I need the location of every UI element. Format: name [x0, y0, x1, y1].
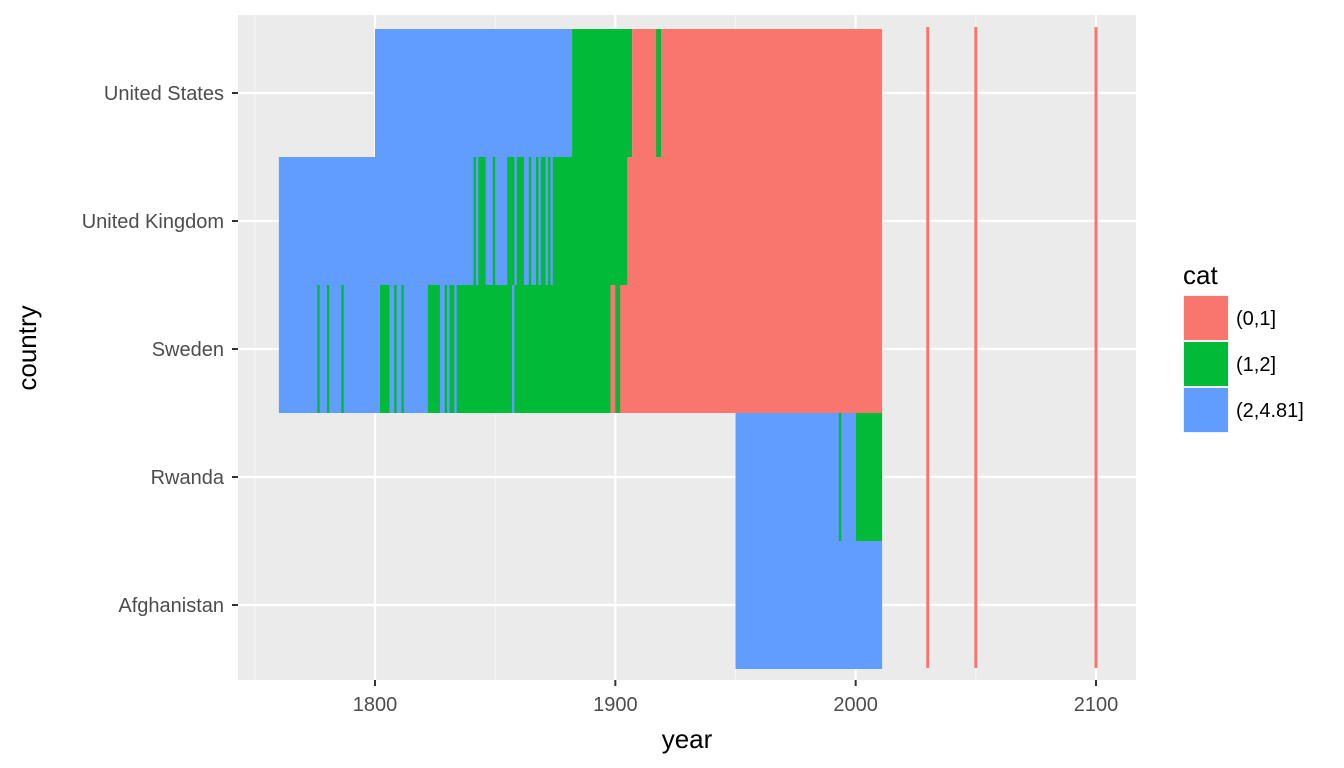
tile	[610, 285, 883, 413]
legend-label: (1,2]	[1236, 354, 1276, 376]
tile	[389, 285, 395, 413]
tile	[658, 29, 661, 157]
tile	[656, 29, 659, 157]
tile	[632, 29, 883, 157]
tile	[473, 157, 476, 285]
tile	[375, 29, 573, 157]
reference-line	[926, 27, 930, 668]
reference-lines	[926, 27, 1098, 668]
reference-line	[974, 27, 978, 668]
tile	[454, 285, 457, 413]
x-tick-label: 2100	[1074, 694, 1119, 716]
tile	[855, 413, 883, 541]
tile	[516, 157, 525, 285]
x-tick-label: 1800	[353, 694, 398, 716]
legend-swatch	[1184, 296, 1228, 340]
legend-swatch	[1184, 388, 1228, 432]
x-tick-label: 2000	[833, 694, 878, 716]
tile	[528, 157, 532, 285]
tile	[478, 157, 486, 285]
tile	[615, 285, 621, 413]
y-tick-label: United States	[104, 83, 224, 105]
tile	[735, 413, 856, 541]
legend-swatch	[1184, 342, 1228, 386]
tile	[536, 157, 539, 285]
tile	[552, 157, 628, 285]
x-axis-title: year	[662, 724, 713, 754]
x-axis: 1800 1900 2000 2100	[353, 680, 1119, 716]
legend: cat (0,1] (1,2] (2,4.81]	[1183, 260, 1304, 433]
tile	[540, 157, 546, 285]
tile	[735, 541, 883, 669]
tile	[447, 285, 450, 413]
legend-label: (2,4.81]	[1236, 400, 1304, 422]
tile	[403, 285, 428, 413]
tile	[492, 157, 496, 285]
tile	[278, 285, 380, 413]
tile	[439, 285, 445, 413]
tile	[396, 285, 402, 413]
tile	[507, 157, 515, 285]
tile	[548, 157, 551, 285]
tiles	[278, 29, 883, 669]
y-tick-label: United Kingdom	[82, 211, 224, 233]
tile	[838, 413, 842, 541]
x-tick-label: 1900	[593, 694, 638, 716]
y-axis-title: country	[12, 305, 42, 390]
y-tick-label: Sweden	[152, 339, 224, 361]
tile	[627, 157, 883, 285]
tile	[341, 285, 344, 413]
tile	[326, 285, 330, 413]
tile	[317, 285, 320, 413]
y-axis: Afghanistan Rwanda Sweden United Kingdom Uni…	[82, 83, 238, 617]
tile	[511, 285, 515, 413]
tile	[572, 29, 633, 157]
reference-line	[1094, 27, 1098, 668]
legend-label: (0,1]	[1236, 308, 1276, 330]
legend-title: cat	[1183, 260, 1218, 290]
y-tick-label: Rwanda	[151, 467, 225, 489]
y-tick-label: Afghanistan	[118, 595, 224, 617]
